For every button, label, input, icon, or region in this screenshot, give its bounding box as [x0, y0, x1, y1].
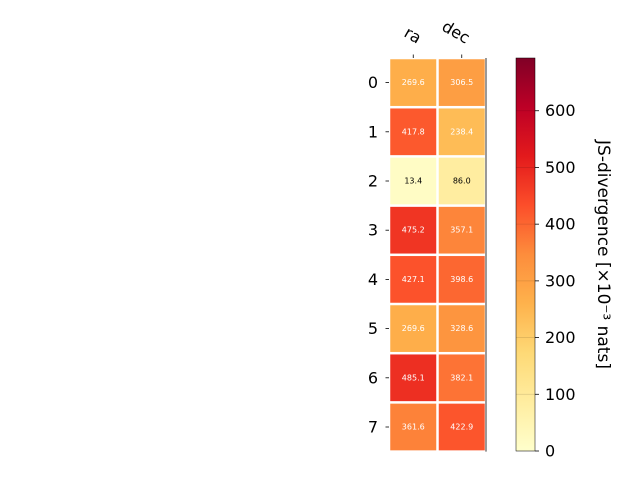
heatmap-cell-0-ra	[390, 59, 437, 106]
cell-value-label: 328.6	[450, 324, 473, 333]
colorbar-tick-label: 600	[545, 101, 576, 120]
cell-value-label: 269.6	[402, 324, 425, 333]
row-tick-labels: 0 1 2 3 4 5 6 7	[368, 73, 389, 437]
heatmap-cell-2-dec	[438, 157, 485, 205]
heatmap-cell-4-ra	[390, 256, 437, 303]
heatmap-cell-1-dec	[438, 108, 485, 156]
heatmap-cell-3-dec	[438, 206, 485, 254]
cell-value-label: 269.6	[402, 78, 425, 87]
colorbar-gradient	[515, 57, 536, 452]
colorbar-tick-label: 300	[545, 271, 576, 290]
cell-value-label: 485.1	[402, 373, 425, 382]
colorbar-tick-label: 400	[545, 215, 576, 234]
column-tick-labels: ra dec	[401, 17, 473, 58]
heatmap-cell-5-dec	[438, 305, 485, 352]
cell-value-label: 382.1	[450, 373, 473, 382]
heatmap-cell-7-dec	[438, 403, 485, 451]
heatmap-cell-0-dec	[438, 59, 485, 106]
colorbar-tick-label: 100	[545, 385, 576, 404]
heatmap-cell-3-ra	[390, 206, 437, 254]
column-tick-label: dec	[439, 17, 473, 48]
colorbar-tick-label: 0	[545, 442, 555, 461]
row-tick-label: 6	[368, 368, 378, 387]
row-tick-label: 5	[368, 319, 378, 338]
cell-value-label: 475.2	[402, 226, 425, 235]
heatmap-cell-4-dec	[438, 256, 485, 303]
cell-value-label: 238.4	[450, 127, 473, 136]
cell-value-label: 13.4	[404, 177, 422, 186]
colorbar: 0 100 200 300 400 500 600 JS-divergence [×10⁻³ …	[515, 57, 613, 461]
heatmap-cell-6-dec	[438, 354, 485, 402]
cell-value-label: 357.1	[450, 226, 473, 235]
row-tick-label: 4	[368, 270, 378, 289]
heatmap-cell-7-ra	[390, 403, 437, 451]
row-tick-label: 7	[368, 418, 378, 437]
row-tick-label: 3	[368, 221, 378, 240]
row-tick-label: 0	[368, 73, 378, 92]
colorbar-tick-label: 500	[545, 158, 576, 177]
heatmap-cell-2-ra	[390, 157, 437, 205]
cell-value-label: 427.1	[402, 275, 425, 284]
column-tick-label: ra	[401, 23, 425, 48]
heatmap-cells: 269.6 306.5 417.8 238.4 13.4 86.0 475.2 357.1 42…	[390, 58, 487, 452]
cell-value-label: 417.8	[402, 127, 425, 136]
heatmap-cell-1-ra	[390, 108, 437, 156]
cell-value-label: 306.5	[450, 78, 473, 87]
row-tick-label: 1	[368, 122, 378, 141]
cell-value-label: 86.0	[453, 177, 471, 186]
cell-value-label: 361.6	[402, 423, 425, 432]
cell-value-label: 422.9	[450, 423, 473, 432]
colorbar-label: JS-divergence [×10⁻³ nats]	[593, 139, 613, 369]
heatmap-cell-6-ra	[390, 354, 437, 402]
colorbar-tick-label: 200	[545, 328, 576, 347]
cell-value-label: 398.6	[450, 275, 473, 284]
row-tick-label: 2	[368, 172, 378, 191]
heatmap-cell-5-ra	[390, 305, 437, 352]
